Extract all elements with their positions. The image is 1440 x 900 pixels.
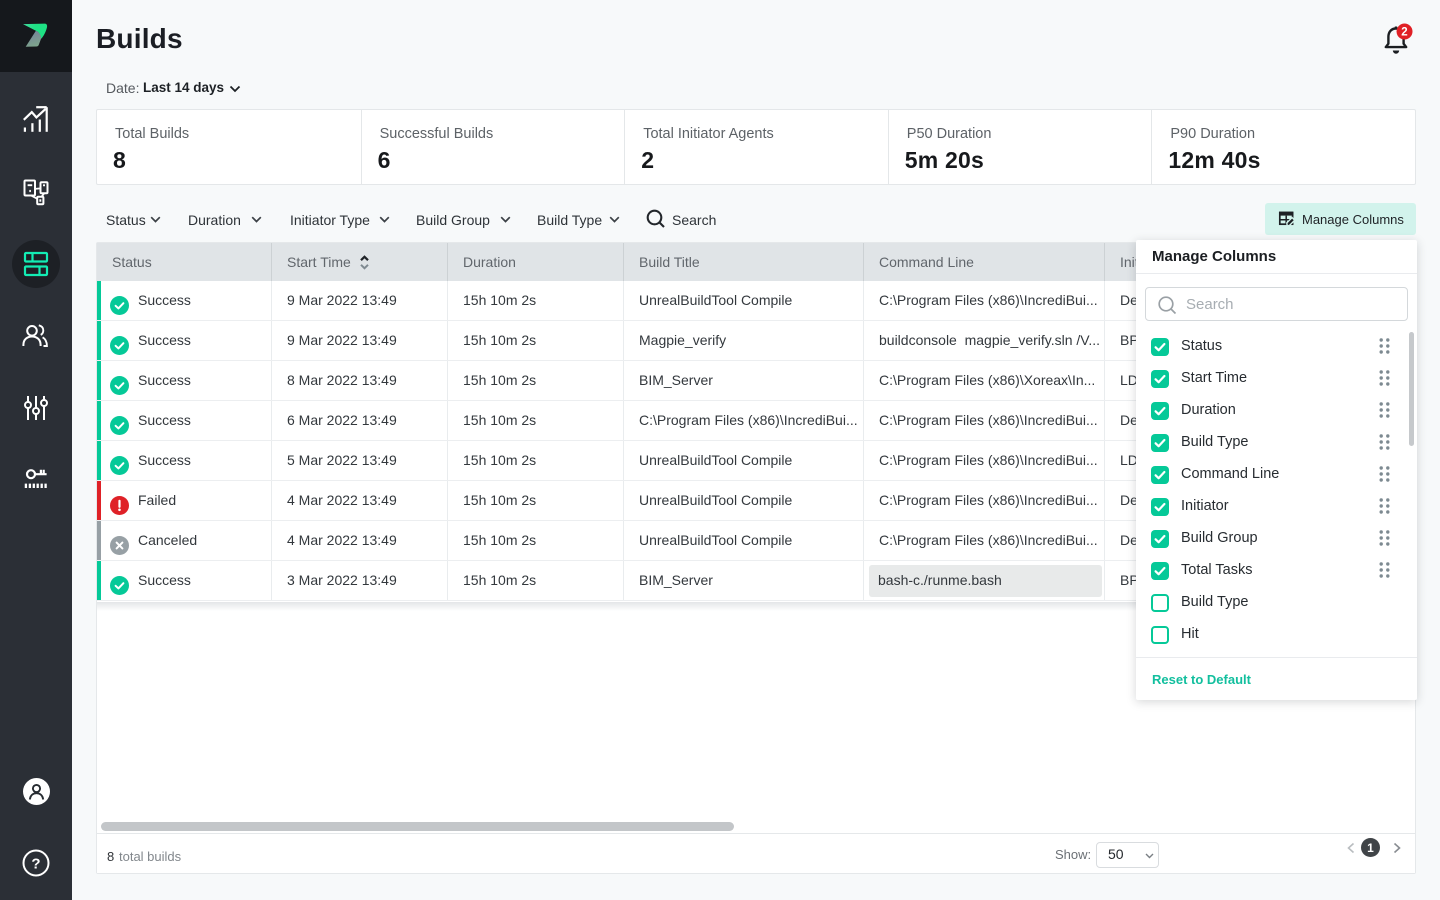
svg-text:2: 2 bbox=[1401, 27, 1407, 39]
svg-text:?: ? bbox=[31, 856, 40, 873]
